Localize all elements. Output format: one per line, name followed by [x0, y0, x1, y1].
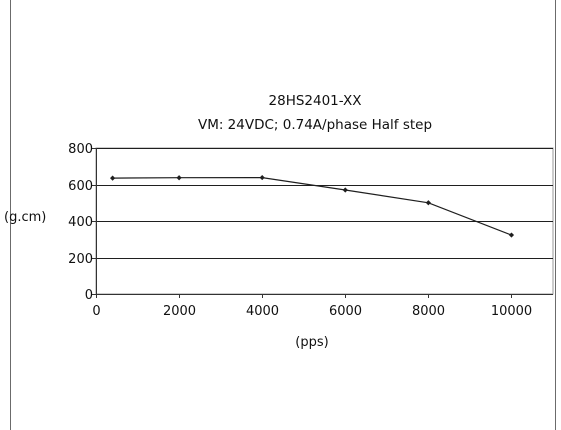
- y-tick-label-600: 600: [68, 179, 93, 194]
- frame-right-border: [555, 0, 556, 430]
- data-point-6000: [342, 187, 348, 193]
- x-tick-label-4000: 4000: [246, 304, 279, 319]
- x-tick-label-6000: 6000: [329, 304, 362, 319]
- data-point-8000: [425, 200, 431, 206]
- data-point-4000: [259, 174, 265, 181]
- series-line-0: [112, 176, 512, 236]
- data-point-10000: [508, 232, 515, 238]
- chart-subtitle: VM: 24VDC; 0.74A/phase Half step: [198, 117, 432, 133]
- frame-left-border: [10, 0, 11, 430]
- y-tick-label-0: 0: [85, 288, 93, 303]
- y-axis-label: (g.cm): [4, 210, 46, 225]
- data-point-400: [110, 175, 116, 181]
- x-tick-label-10000: 10000: [491, 304, 532, 319]
- y-tick-label-200: 200: [68, 252, 93, 267]
- y-tick-label-400: 400: [68, 215, 93, 230]
- data-point-2000: [176, 175, 182, 181]
- x-tick-label-0: 0: [92, 304, 100, 319]
- x-tick-label-8000: 8000: [412, 304, 445, 319]
- x-axis-label: (pps): [295, 335, 328, 350]
- y-tick-label-800: 800: [68, 142, 93, 157]
- chart-title: 28HS2401-XX: [269, 93, 362, 109]
- x-tick-label-2000: 2000: [163, 304, 196, 319]
